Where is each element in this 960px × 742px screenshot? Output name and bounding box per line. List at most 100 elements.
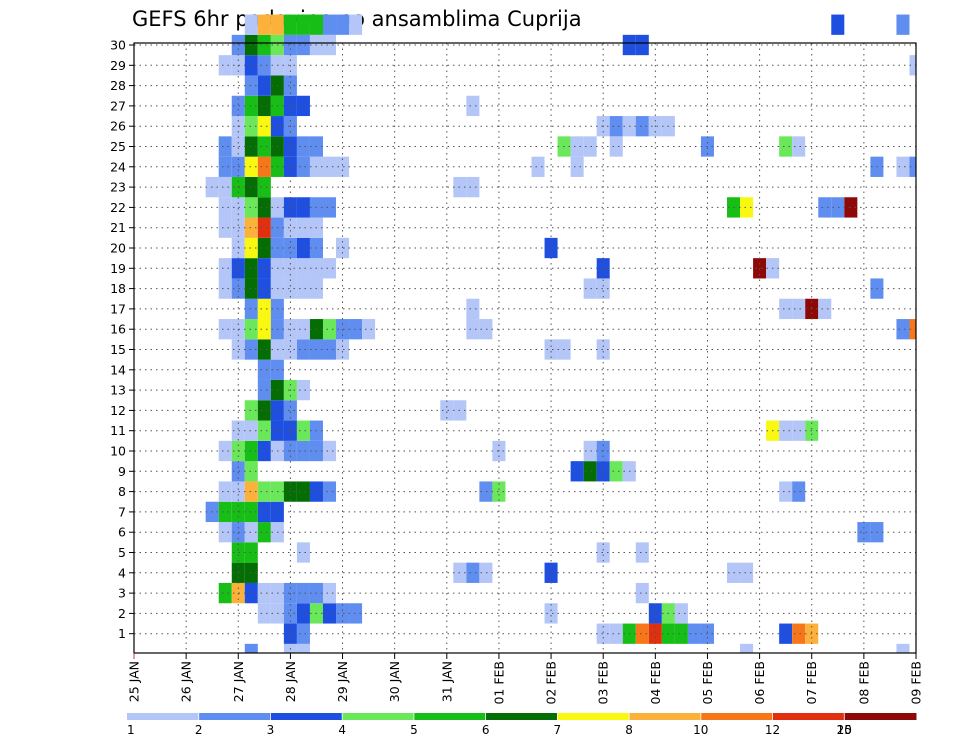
heatmap-cell: [244, 278, 258, 299]
heatmap-cell: [322, 319, 337, 340]
heatmap-cell: [296, 643, 310, 653]
heatmap-cell: [231, 562, 245, 583]
y-tick-label: 22: [110, 200, 126, 215]
heatmap-cell: [296, 603, 310, 624]
heatmap-cell: [231, 481, 245, 502]
x-tick-label: 04 FEB: [648, 661, 663, 705]
x-tick-label: 29 JAN: [335, 661, 350, 702]
heatmap-cell: [336, 603, 350, 624]
heatmap-cell: [296, 217, 310, 238]
y-tick-label: 8: [118, 484, 126, 499]
y-tick-label: 20: [110, 241, 126, 256]
heatmap-cell: [322, 156, 337, 177]
colorbar-label: 20: [837, 723, 852, 737]
heatmap-cell: [257, 522, 271, 543]
heatmap-cell: [257, 400, 271, 421]
heatmap-cell: [740, 562, 754, 583]
heatmap-cell: [218, 501, 232, 523]
heatmap-cell: [283, 603, 297, 624]
x-tick-label: 27 JAN: [231, 661, 246, 702]
heatmap-cell: [792, 623, 806, 644]
heatmap-cell: [218, 481, 232, 502]
colorbar-label: 3: [267, 723, 275, 737]
heatmap-cell: [257, 420, 271, 441]
heatmap-cell: [244, 481, 258, 502]
heatmap-cell: [218, 217, 232, 238]
colorbar-label: 12: [765, 723, 780, 737]
grid-lines: [134, 43, 916, 653]
heatmap-cell: [257, 95, 271, 117]
x-tick-label: 30 JAN: [387, 661, 402, 702]
heatmap-cell: [257, 481, 271, 502]
heatmap-cell: [596, 258, 610, 279]
heatmap-cell: [896, 156, 910, 177]
heatmap-cell: [635, 542, 649, 563]
heatmap-cell: [792, 420, 806, 441]
x-tick-label: 02 FEB: [544, 661, 559, 705]
heatmap-cell: [257, 339, 271, 360]
heatmap-cell: [257, 156, 271, 177]
x-tick-label: 28 JAN: [283, 661, 298, 702]
heatmap-cell: [244, 237, 258, 259]
colorbar-swatch: [700, 713, 774, 720]
heatmap-cell: [648, 623, 662, 644]
heatmap-cell: [896, 14, 910, 35]
heatmap-cell: [831, 197, 845, 218]
heatmap-cell: [609, 116, 623, 137]
heatmap-cell: [296, 156, 310, 177]
x-tick-label: 03 FEB: [596, 661, 611, 705]
heatmap-cell: [296, 14, 310, 35]
y-tick-label: 14: [110, 362, 126, 377]
heatmap-cell: [296, 34, 310, 56]
heatmap-cell: [244, 501, 258, 523]
heatmap-cell: [244, 542, 258, 563]
heatmap-cell: [283, 420, 297, 441]
heatmap-cell: [479, 481, 493, 502]
heatmap-cell: [570, 461, 584, 482]
heatmap-cells: [205, 14, 916, 653]
y-tick-label: 12: [110, 403, 126, 418]
heatmap-cell: [244, 258, 258, 279]
heatmap-cell: [218, 136, 232, 157]
heatmap-cell: [296, 319, 310, 340]
heatmap-cell: [283, 217, 297, 238]
heatmap-cell: [244, 643, 258, 653]
heatmap-cell: [244, 176, 258, 198]
heatmap-cell: [635, 623, 649, 644]
colorbar-label: 2: [195, 723, 203, 737]
heatmap-cell: [283, 481, 297, 502]
heatmap-cell: [257, 14, 271, 35]
colorbar-label: 7: [554, 723, 562, 737]
y-tick-label: 25: [110, 139, 126, 154]
heatmap-cell: [244, 420, 258, 441]
heatmap-cell: [544, 603, 558, 624]
heatmap-cell: [283, 14, 297, 35]
heatmap-cell: [283, 95, 297, 117]
heatmap-cell: [544, 339, 558, 360]
heatmap-cell: [231, 522, 245, 543]
heatmap-cell: [322, 34, 337, 56]
heatmap-cell: [296, 379, 310, 401]
x-tick-label: 26 JAN: [179, 661, 194, 702]
heatmap-cell: [740, 197, 754, 218]
heatmap-cell: [283, 400, 297, 421]
heatmap-cell: [231, 420, 245, 441]
y-tick-label: 27: [110, 98, 126, 113]
heatmap-cell: [349, 319, 363, 340]
x-tick-label: 05 FEB: [700, 661, 715, 705]
y-tick-label: 19: [110, 261, 126, 276]
heatmap-cell: [753, 258, 767, 279]
y-tick-label: 11: [110, 423, 126, 438]
heatmap-cell: [570, 136, 584, 157]
heatmap-cell: [257, 136, 271, 157]
heatmap-cell: [283, 136, 297, 157]
colorbar-label: 5: [410, 723, 418, 737]
heatmap-cell: [674, 623, 688, 644]
heatmap-cell: [349, 603, 363, 624]
y-tick-label: 21: [110, 220, 126, 235]
heatmap-cell: [349, 14, 363, 35]
heatmap-cell: [909, 156, 916, 177]
heatmap-cell: [231, 197, 245, 218]
